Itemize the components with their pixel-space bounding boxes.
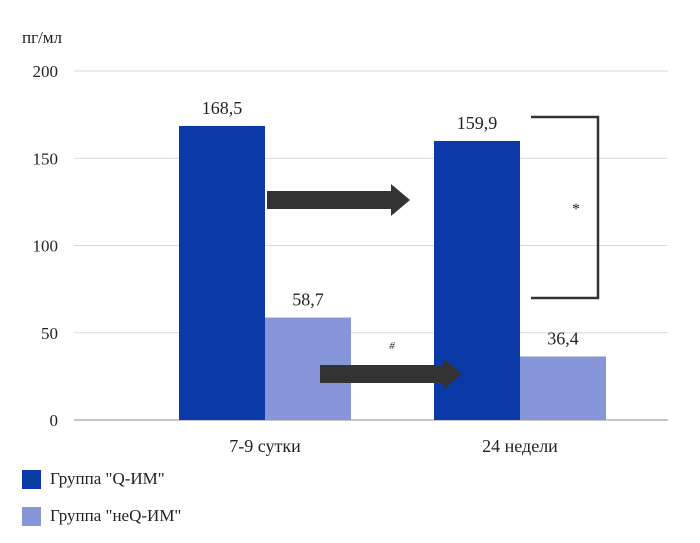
legend-item-q-im: Группа "Q-ИМ"	[22, 469, 165, 489]
y-tick-label: 200	[33, 62, 59, 81]
y-tick-label: 50	[41, 324, 58, 343]
x-tick-label: 7-9 сутки	[229, 436, 301, 456]
significance-marker: *	[572, 201, 580, 218]
y-tick-label: 100	[33, 237, 59, 256]
legend-item-neq-im: Группа "неQ-ИМ"	[22, 506, 181, 526]
legend-label-q-im: Группа "Q-ИМ"	[50, 469, 165, 488]
y-tick-label: 0	[50, 411, 59, 430]
bar-series-1-1	[179, 125, 265, 420]
trend-arrow-series-2	[320, 358, 462, 390]
significance-marker-hash: #	[389, 340, 395, 352]
data-label-series-1-2: 159,9	[457, 113, 498, 133]
data-labels: 168,5 159,9 58,7 36,4	[202, 98, 579, 349]
trend-arrow-series-1	[267, 184, 410, 216]
significance-bracket	[531, 115, 600, 300]
bar-series-2-2	[520, 356, 606, 420]
y-tick-label: 150	[33, 149, 59, 168]
data-label-series-1-1: 168,5	[202, 98, 243, 118]
y-axis-unit-label: пг/мл	[22, 28, 63, 47]
data-label-series-2-2: 36,4	[547, 328, 579, 348]
legend-swatch-q-im	[22, 469, 41, 489]
legend-label-neq-im: Группа "неQ-ИМ"	[50, 506, 182, 525]
annotations: *#	[267, 115, 600, 390]
y-axis-tick-labels: 0 50 100 150 200	[33, 62, 59, 430]
x-tick-label: 24 недели	[482, 436, 558, 456]
data-label-series-2-1: 58,7	[292, 290, 324, 310]
x-axis-tick-labels: 7-9 сутки 24 недели	[229, 436, 558, 456]
legend-swatch-neq-im	[22, 506, 41, 526]
